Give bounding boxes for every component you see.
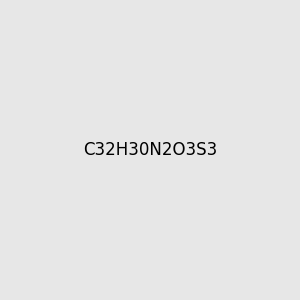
Text: C32H30N2O3S3: C32H30N2O3S3 <box>83 141 217 159</box>
